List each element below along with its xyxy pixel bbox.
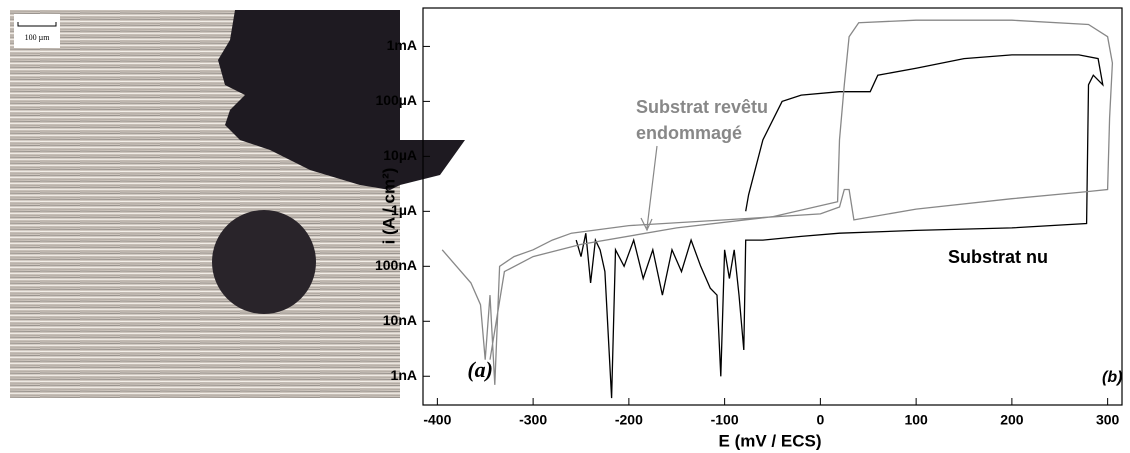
x-axis-label: E (mV / ECS) [719, 431, 822, 450]
x-tick-label: 100 [904, 412, 928, 428]
arrow [640, 145, 658, 232]
micrograph: 100 µm (a) [10, 10, 493, 398]
scale-bar [17, 22, 57, 27]
y-tick-label: 1mA [387, 37, 417, 53]
y-axis-label: i (A / cm²) [379, 168, 398, 245]
pit [212, 210, 316, 314]
x-tick-label: -300 [519, 412, 547, 428]
y-tick-label: 10nA [383, 312, 417, 328]
x-tick-label: -100 [711, 412, 739, 428]
y-tick-label: 10µA [383, 147, 417, 163]
panel-label: (a) [467, 357, 493, 382]
y-tick-label: 1nA [391, 367, 417, 383]
series-line [575, 54, 1104, 399]
y-tick-label: 100nA [375, 257, 417, 273]
plot-frame [422, 7, 1123, 406]
annotation: endommagé [636, 123, 742, 143]
annotation: Substrat revêtu [636, 97, 768, 117]
x-tick-label: 200 [1000, 412, 1024, 428]
series-line [441, 19, 1114, 385]
y-tick-label: 100µA [375, 92, 417, 108]
scale-label: 100 µm [25, 33, 51, 42]
scale-box [14, 14, 60, 48]
x-tick-label: -400 [423, 412, 451, 428]
y-tick-label: 1µA [391, 202, 417, 218]
annotation: Substrat nu [948, 247, 1048, 267]
x-tick-label: -200 [615, 412, 643, 428]
dark-region [218, 10, 465, 190]
x-tick-label: 300 [1096, 412, 1120, 428]
panel-label: (b) [1102, 369, 1122, 386]
x-tick-label: 0 [816, 412, 824, 428]
